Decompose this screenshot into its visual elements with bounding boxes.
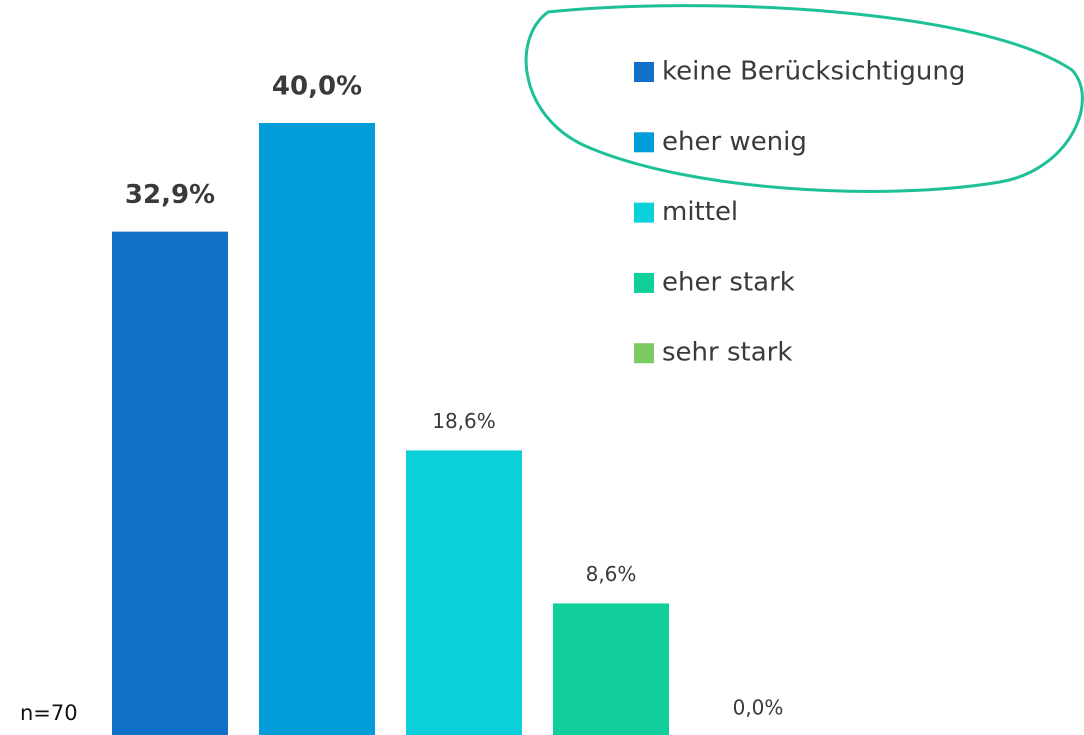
legend-label: keine Berücksichtigung (662, 57, 965, 87)
bar (406, 450, 522, 735)
value-label: 18,6% (432, 409, 496, 433)
bar (112, 231, 228, 735)
bar (259, 123, 375, 735)
legend-swatch (634, 343, 654, 364)
legend-label: sehr stark (662, 338, 792, 368)
legend-swatch (634, 132, 654, 153)
legend-swatch (634, 202, 654, 223)
value-label: 32,9% (125, 180, 215, 210)
value-label: 8,6% (586, 562, 637, 586)
sample-size-note: n=70 (20, 701, 78, 725)
legend-label: eher wenig (662, 127, 807, 157)
value-label: 40,0% (272, 72, 362, 102)
legend-swatch (634, 62, 654, 82)
bar (553, 603, 669, 735)
legend-label: eher stark (662, 267, 795, 297)
highlight-ellipse (524, 4, 1084, 193)
legend-label: mittel (662, 197, 738, 227)
legend-swatch (634, 272, 654, 293)
value-label: 0,0% (733, 696, 784, 720)
